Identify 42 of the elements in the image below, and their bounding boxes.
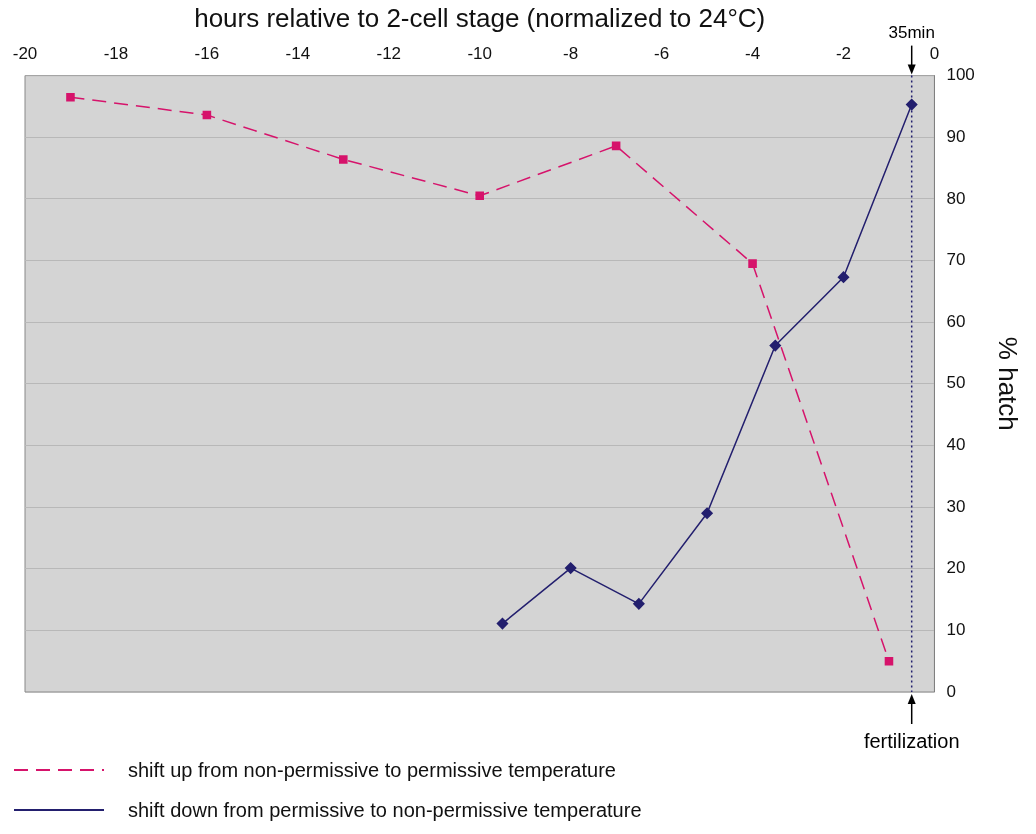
x-tick-label: -4: [744, 44, 761, 64]
point: [611, 141, 621, 151]
ref-line-label: fertilization: [863, 729, 960, 752]
annotation: 35min: [888, 22, 935, 42]
point: [905, 98, 918, 111]
x-tick-label: -6: [654, 44, 670, 64]
point: [633, 598, 645, 610]
y-tick-label: 10: [946, 620, 966, 640]
point: [475, 191, 484, 201]
y-tick-label: 70: [946, 250, 966, 270]
y-tick-label: 60: [946, 311, 966, 331]
x-tick-label: 0: [929, 44, 940, 64]
point: [884, 656, 894, 666]
y-tick-label: 100: [946, 65, 975, 85]
point: [339, 155, 348, 164]
y-axis-title: % hatch: [993, 336, 1024, 431]
point: [564, 562, 577, 574]
point: [837, 271, 850, 283]
y-tick-label: 20: [946, 558, 966, 578]
y-tick-label: 0: [946, 681, 956, 701]
point: [701, 507, 713, 519]
x-tick-label: -14: [285, 44, 311, 64]
y-tick-label: 40: [946, 435, 966, 455]
point: [202, 110, 212, 120]
x-tick-label: -12: [376, 44, 402, 64]
point: [769, 339, 782, 352]
point: [66, 92, 75, 102]
point: [496, 617, 509, 630]
y-tick-label: 50: [946, 373, 966, 393]
y-tick-label: 80: [946, 188, 966, 208]
y-tick-label: 90: [946, 126, 966, 146]
x-tick-label: -2: [835, 44, 852, 64]
legend-label: shift up from non-permissive to permissive temperature: [128, 758, 616, 782]
x-tick-label: -20: [12, 44, 38, 64]
y-tick-label: 30: [946, 496, 966, 516]
x-axis-title: hours relative to 2-cell stage (normalized to 24°C): [194, 2, 766, 33]
x-tick-label: -18: [103, 44, 129, 64]
x-tick-label: -16: [194, 44, 220, 64]
legend-label: shift down from permissive to non-permissive temperature: [128, 798, 642, 822]
point: [748, 259, 757, 268]
x-tick-label: -10: [467, 44, 493, 64]
x-tick-label: -8: [563, 44, 579, 64]
